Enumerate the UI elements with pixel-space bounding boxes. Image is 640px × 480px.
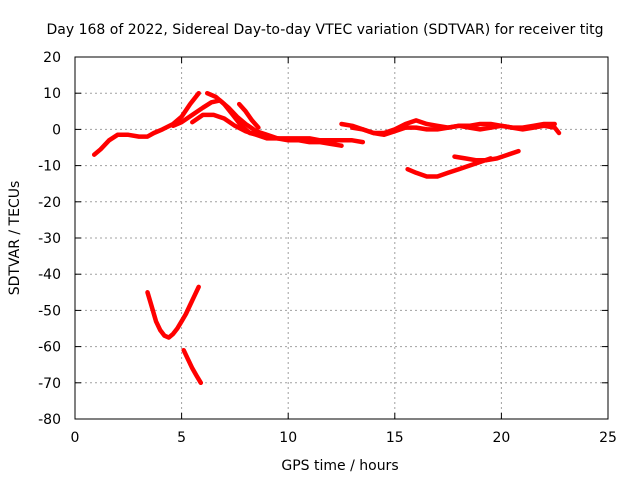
x-tick-label: 5 [177, 430, 186, 446]
series-track-9 [452, 148, 521, 163]
x-tick-label: 0 [71, 430, 80, 446]
series-track-3 [190, 112, 366, 145]
series-track-7 [349, 123, 562, 138]
x-tick-label: 10 [279, 430, 297, 446]
series-group [91, 90, 562, 386]
series-track-8 [405, 156, 493, 179]
series-track-10 [145, 284, 201, 340]
y-tick-label: -60 [38, 340, 61, 356]
series-track-4 [204, 90, 270, 139]
series-track-1 [91, 90, 201, 157]
series-track-11 [181, 347, 204, 386]
y-tick-label: -80 [38, 412, 61, 428]
x-tick-label: 25 [599, 430, 617, 446]
y-tick-label: -20 [38, 195, 61, 211]
y-axis-label: SDTVAR / TECUs [7, 181, 23, 296]
y-tick-label: 0 [52, 122, 61, 138]
x-axis-label: GPS time / hours [281, 458, 398, 474]
x-tick-label: 15 [386, 430, 404, 446]
y-tick-label: 20 [43, 50, 61, 66]
y-tick-label: -50 [38, 303, 61, 319]
series-track-5 [236, 101, 261, 130]
series-track-2 [170, 98, 344, 148]
y-tick-label: -30 [38, 231, 61, 247]
y-axis: 20 10 0 -10 -20 -30 -40 -50 -60 -70 -80 [38, 50, 608, 428]
y-tick-label: -40 [38, 267, 61, 283]
y-tick-label: -10 [38, 159, 61, 175]
y-tick-label: -70 [38, 376, 61, 392]
x-axis: 0 5 10 15 20 25 [71, 57, 617, 446]
chart-title: Day 168 of 2022, Sidereal Day-to-day VTE… [47, 22, 604, 38]
y-tick-label: 10 [43, 86, 61, 102]
grid [75, 57, 608, 419]
x-tick-label: 20 [492, 430, 510, 446]
